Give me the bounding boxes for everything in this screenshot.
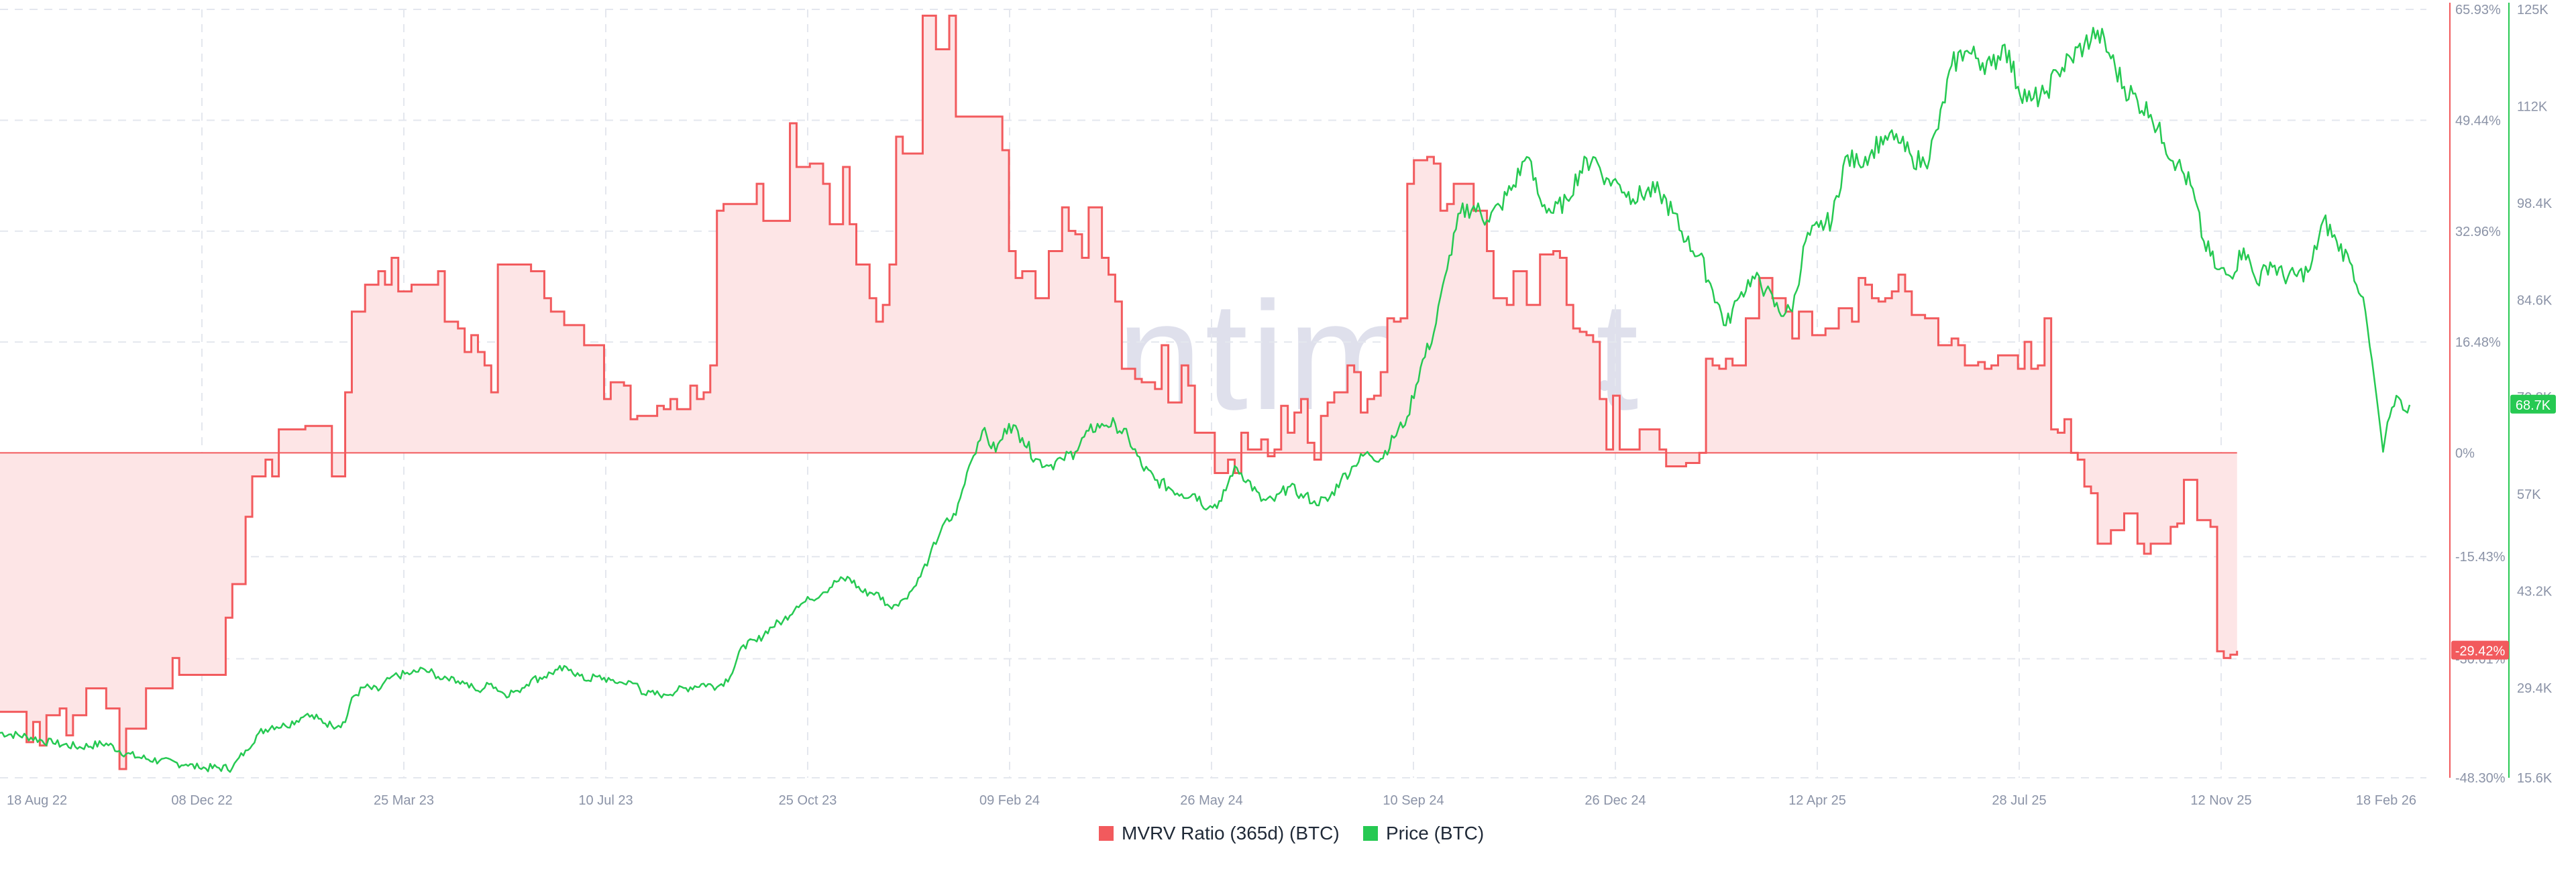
price-series-line	[0, 27, 2411, 773]
legend-label: Price (BTC)	[1386, 823, 1484, 843]
x-tick-label: 09 Feb 24	[979, 793, 1040, 808]
legend-swatch	[1099, 826, 1114, 841]
x-tick-label: 08 Dec 22	[171, 793, 232, 808]
x-tick-label: 12 Apr 25	[1788, 793, 1846, 808]
mvrv-axis-tick-label: 49.44%	[2455, 113, 2501, 128]
x-tick-label: 26 Dec 24	[1585, 793, 1646, 808]
x-tick-label: 10 Sep 24	[1383, 793, 1444, 808]
mvrv-axis-tick-label: 16.48%	[2455, 335, 2501, 350]
mvrv-area	[0, 15, 2237, 769]
x-tick-label: 25 Oct 23	[779, 793, 837, 808]
price-last-value-text: 68.7K	[2516, 398, 2551, 413]
price-axis-tick-label: 98.4K	[2517, 196, 2553, 211]
mvrv-series-line	[0, 14, 2239, 770]
mvrv-axis-tick-label: -48.30%	[2455, 771, 2506, 786]
price-axis-tick-label: 29.4K	[2517, 681, 2553, 696]
x-tick-label: 18 Feb 26	[2356, 793, 2416, 808]
legend: MVRV Ratio (365d) (BTC) Price (BTC)	[1099, 823, 1484, 843]
price-axis-tick-label: 15.6K	[2517, 771, 2553, 786]
axes: 18 Aug 22 08 Dec 22 25 Mar 23 10 Jul 23 25 O…	[7, 3, 2556, 808]
mvrv-axis-tick-label: 0%	[2455, 446, 2475, 461]
x-tick-label: 18 Aug 22	[7, 793, 67, 808]
x-tick-label: 10 Jul 23	[578, 793, 633, 808]
series-lines	[0, 14, 2411, 773]
price-last-value-badge	[2510, 394, 2556, 414]
mvrv-last-value-badge	[2451, 640, 2509, 660]
mvrv-axis-tick-label: 65.93%	[2455, 3, 2501, 17]
legend-label: MVRV Ratio (365d) (BTC)	[1122, 823, 1340, 843]
price-axis-tick-label: 84.6K	[2517, 294, 2553, 308]
legend-swatch	[1363, 826, 1378, 841]
mvrv-area-fill	[0, 15, 2237, 769]
price-axis-tick-label: 43.2K	[2517, 584, 2553, 599]
price-axis-tick-label: 112K	[2517, 100, 2548, 115]
x-tick-label: 28 Jul 25	[1992, 793, 2046, 808]
mvrv-axis-tick-label: 32.96%	[2455, 225, 2501, 239]
mvrv-last-value-text: -29.42%	[2455, 644, 2506, 659]
price-axis-tick-label: 125K	[2517, 3, 2548, 17]
watermark-dot-right	[1599, 380, 1610, 391]
x-tick-label: 25 Mar 23	[374, 793, 434, 808]
mvrv-axis-tick-label: -15.43%	[2455, 550, 2506, 565]
x-tick-label: 12 Nov 25	[2190, 793, 2251, 808]
price-axis-tick-label: 57K	[2517, 487, 2541, 502]
x-tick-label: 26 May 24	[1180, 793, 1242, 808]
